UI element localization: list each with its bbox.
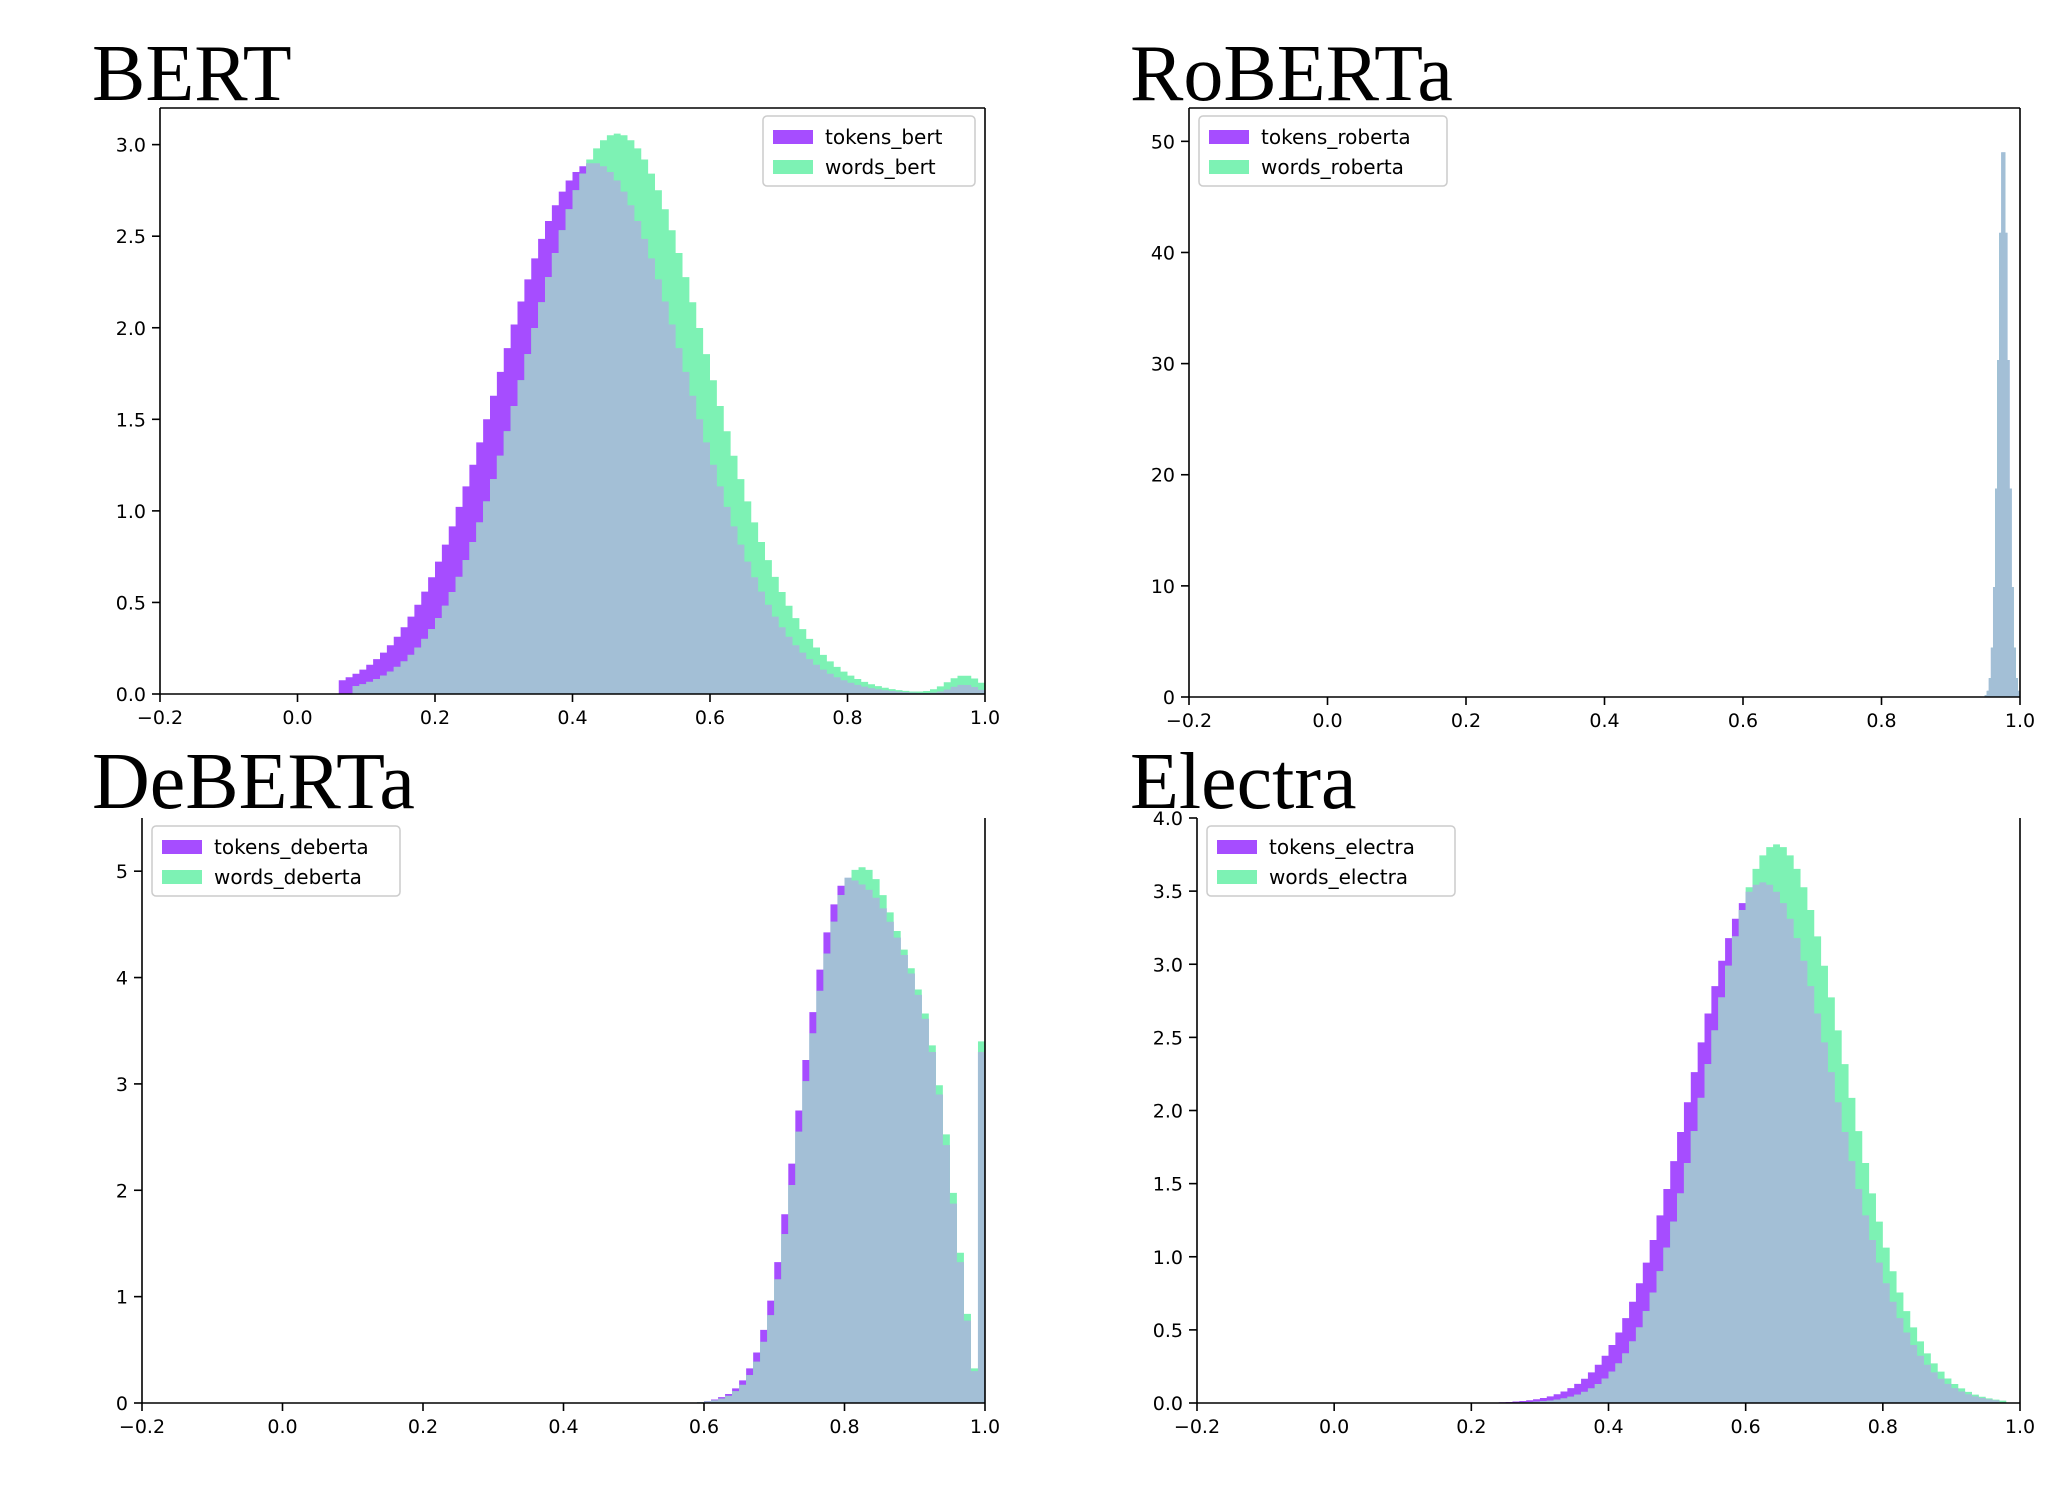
y-tick-label: 30 <box>1151 354 1175 376</box>
y-tick-label: 1.0 <box>1153 1247 1183 1269</box>
panel-bert: BERT−0.2 0.0 0.2 0.4 0.6 0.8 1.00.00.51.01.52.… <box>92 30 1000 729</box>
x-tick-label: 0.8 <box>1868 1416 1898 1438</box>
legend-label: words_bert <box>825 155 936 179</box>
x-tick-label: 1.0 <box>970 707 1000 729</box>
series-overlap-deberta <box>142 877 985 1403</box>
y-tick-label: 1.0 <box>116 501 146 523</box>
y-tick-label: 20 <box>1151 465 1175 487</box>
panel-title-bert: BERT <box>92 30 292 118</box>
x-tick-label: 0.6 <box>1731 1416 1761 1438</box>
y-tick-label: 0.5 <box>1153 1320 1183 1342</box>
legend: tokens_roberta words_roberta <box>1198 115 1448 187</box>
x-tick-label: 0.4 <box>548 1416 578 1438</box>
y-tick-label: 3.0 <box>1153 954 1183 976</box>
x-tick-label: 0.0 <box>1319 1416 1349 1438</box>
y-tick-label: 0 <box>116 1393 128 1415</box>
x-tick-label: 1.0 <box>2005 710 2035 732</box>
y-tick-label: 3.5 <box>1153 881 1183 903</box>
x-tick-label: 1.0 <box>2005 1416 2035 1438</box>
x-tick-label: −0.2 <box>1174 1416 1220 1438</box>
y-tick-label: 0.0 <box>116 684 146 706</box>
y-tick-label: 2 <box>116 1180 128 1202</box>
x-tick-label: 0.4 <box>1589 710 1619 732</box>
panel-electra: Electra−0.2 0.0 0.2 0.4 0.6 0.8 1.00.00.51.01.… <box>1130 738 2035 1438</box>
x-tick-label: −0.2 <box>1166 710 1212 732</box>
legend-swatch <box>162 870 202 884</box>
series-tokens_deberta <box>142 877 985 1403</box>
y-tick-label: 2.0 <box>116 318 146 340</box>
y-tick-label: 3.0 <box>116 135 146 157</box>
y-tick-label: 4.0 <box>1153 808 1183 830</box>
y-tick-label: 0 <box>1163 687 1175 709</box>
y-tick-label: 1 <box>116 1287 128 1309</box>
y-tick-label: 50 <box>1151 131 1175 153</box>
x-tick-label: 0.6 <box>695 707 725 729</box>
legend-swatch <box>1209 130 1249 144</box>
legend-swatch <box>1217 870 1257 884</box>
x-tick-label: 0.2 <box>1451 710 1481 732</box>
x-tick-label: 0.6 <box>1728 710 1758 732</box>
y-tick-label: 2.5 <box>1153 1027 1183 1049</box>
legend: tokens_deberta words_deberta <box>151 825 401 897</box>
x-tick-label: 0.2 <box>1456 1416 1486 1438</box>
legend: tokens_bert words_bert <box>762 115 976 187</box>
y-tick-label: 2.5 <box>116 226 146 248</box>
legend-label: words_electra <box>1269 865 1408 889</box>
x-tick-label: −0.2 <box>137 707 183 729</box>
y-tick-label: 4 <box>116 968 128 990</box>
y-tick-label: 10 <box>1151 576 1175 598</box>
y-tick-label: 0.5 <box>116 592 146 614</box>
x-tick-label: 1.0 <box>970 1416 1000 1438</box>
panel-title-electra: Electra <box>1130 738 1356 826</box>
y-tick-label: 1.5 <box>1153 1174 1183 1196</box>
panel-roberta: RoBERTa −0.2 0.0 0.2 0.4 0.6 0.8 1.0 0 10 20 30 40 50… <box>1130 30 2035 732</box>
legend-label: words_deberta <box>214 865 362 889</box>
legend: tokens_electra words_electra <box>1206 825 1456 897</box>
x-tick-label: 0.0 <box>1312 710 1342 732</box>
x-tick-label: 0.4 <box>1593 1416 1623 1438</box>
x-tick-label: 0.0 <box>267 1416 297 1438</box>
legend-swatch <box>162 840 202 854</box>
panel-title-deberta: DeBERTa <box>92 738 415 826</box>
legend-swatch <box>773 130 813 144</box>
y-tick-label: 5 <box>116 861 128 883</box>
series-overlap-electra <box>1197 882 2020 1403</box>
legend-swatch <box>1209 160 1249 174</box>
y-tick-label: 2.0 <box>1153 1101 1183 1123</box>
x-tick-label: 0.0 <box>282 707 312 729</box>
x-tick-label: 0.2 <box>420 707 450 729</box>
legend-swatch <box>773 160 813 174</box>
x-tick-label: 0.8 <box>829 1416 859 1438</box>
y-tick-label: 40 <box>1151 242 1175 264</box>
y-tick-label: 1.5 <box>116 409 146 431</box>
x-tick-label: 0.4 <box>557 707 587 729</box>
y-tick-label: 0.0 <box>1153 1393 1183 1415</box>
x-tick-label: 0.8 <box>832 707 862 729</box>
series-overlap-bert <box>160 163 985 694</box>
x-tick-label: 0.2 <box>408 1416 438 1438</box>
legend-label: tokens_roberta <box>1261 125 1411 149</box>
legend-label: tokens_deberta <box>214 835 369 859</box>
panel-title-roberta: RoBERTa <box>1130 30 1453 118</box>
y-tick-label: 3 <box>116 1074 128 1096</box>
legend-label: tokens_bert <box>825 125 943 149</box>
panel-deberta: DeBERTa −0.2 0.0 0.2 0.4 0.6 0.8 1.0 0 1 2 3 4 5 token… <box>92 738 1000 1438</box>
x-tick-label: 0.8 <box>1866 710 1896 732</box>
legend-swatch <box>1217 840 1257 854</box>
x-tick-label: 0.6 <box>689 1416 719 1438</box>
legend-label: words_roberta <box>1261 155 1404 179</box>
legend-label: tokens_electra <box>1269 835 1415 859</box>
x-tick-label: −0.2 <box>119 1416 165 1438</box>
